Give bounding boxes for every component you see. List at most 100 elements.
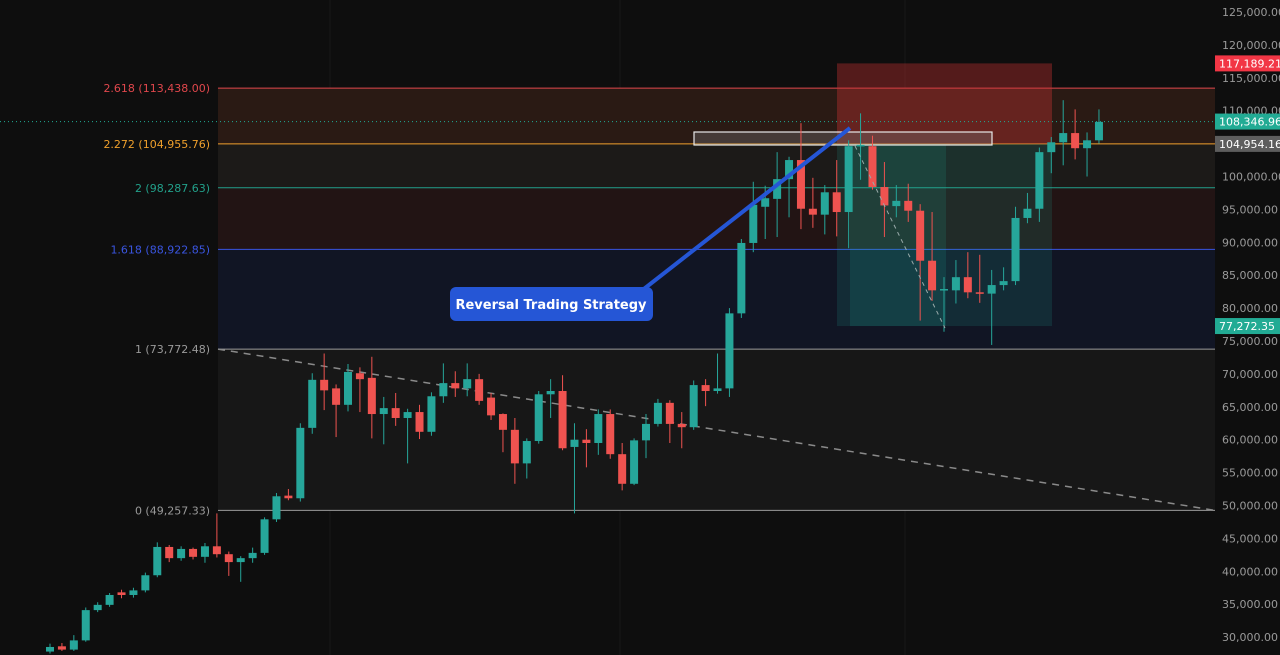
candle-body	[606, 414, 615, 455]
candle-body	[856, 144, 865, 147]
fib-level-label: 0 (49,257.33)	[135, 504, 210, 517]
fib-level-label: 2.618 (113,438.00)	[103, 82, 210, 95]
candle	[570, 423, 579, 514]
price-badge-label: 104,954.16	[1219, 138, 1280, 151]
fib-level-label: 2 (98,287.63)	[135, 182, 210, 195]
candle-body	[1059, 133, 1068, 143]
candle	[987, 269, 996, 345]
candle-body	[117, 592, 126, 595]
candle-body	[165, 546, 174, 559]
price-axis-tick: 40,000.00	[1222, 565, 1278, 578]
candle-body	[189, 548, 198, 557]
candle-body	[439, 383, 448, 397]
fib-zone	[218, 88, 1215, 144]
candle	[487, 392, 496, 420]
candle-body	[403, 412, 412, 418]
price-axis-tick: 100,000.00	[1222, 171, 1280, 184]
candle	[677, 412, 686, 449]
candle-body	[236, 558, 245, 563]
candle-body	[105, 594, 114, 605]
candle-body	[141, 575, 150, 591]
price-badge	[1215, 55, 1280, 72]
candle	[1011, 206, 1020, 286]
candle-body	[308, 379, 317, 428]
candle	[963, 252, 972, 299]
price-axis-tick: 125,000.00	[1222, 6, 1280, 19]
candle	[379, 396, 388, 445]
price-axis-tick: 70,000.00	[1222, 368, 1278, 381]
candle	[200, 543, 209, 563]
candle	[725, 308, 734, 397]
candle-body	[832, 192, 841, 213]
candle	[630, 438, 639, 486]
candle	[189, 547, 198, 560]
candle-body	[618, 454, 627, 484]
candle-body	[999, 281, 1008, 286]
candle-body	[81, 610, 90, 641]
candle	[558, 375, 567, 451]
candle	[57, 643, 66, 651]
candle	[367, 356, 376, 439]
candle-body	[785, 160, 794, 180]
candle	[773, 152, 782, 238]
candle-body	[677, 423, 686, 428]
candle-body	[1047, 142, 1056, 153]
overlays[interactable]: Reversal Trading Strategy	[450, 126, 946, 329]
fib-zone	[218, 249, 1215, 350]
candle	[951, 260, 960, 304]
candle-body	[129, 590, 138, 595]
callout-text: Reversal Trading Strategy	[455, 298, 647, 313]
candle	[916, 204, 925, 321]
candle-body	[284, 495, 293, 499]
candle	[665, 400, 674, 443]
price-axis-tick: 90,000.00	[1222, 236, 1278, 249]
candle-body	[415, 412, 424, 432]
callout-box[interactable]	[450, 287, 653, 321]
candle-body	[260, 519, 269, 553]
fib-level-label: 2.272 (104,955.76)	[103, 138, 210, 151]
price-axis-tick: 80,000.00	[1222, 302, 1278, 315]
candle	[427, 392, 436, 436]
candle-body	[820, 192, 829, 215]
candle	[46, 643, 54, 654]
candle-body	[558, 391, 567, 449]
candle-body	[379, 408, 388, 415]
candle-body	[725, 313, 734, 389]
candle-body	[582, 439, 591, 443]
candles	[46, 100, 1103, 654]
candle	[1059, 100, 1068, 166]
price-badge-label: 117,189.21	[1219, 57, 1280, 70]
candle-body	[177, 548, 186, 559]
candle-body	[487, 397, 496, 416]
stop-loss-zone[interactable]	[837, 63, 1052, 144]
candle	[498, 413, 507, 453]
candle-body	[1023, 208, 1032, 218]
fibonacci-extension[interactable]: 2.618 (113,438.00) 2.272 (104,955.76) 2 (9…	[103, 0, 1215, 655]
candle	[236, 556, 245, 582]
candle-body	[248, 552, 257, 559]
candle-body	[928, 260, 937, 291]
candle-body	[93, 604, 102, 611]
price-axis[interactable]: 125,000.00120,000.00115,000.00110,000.00…	[1215, 0, 1280, 655]
candle	[785, 156, 794, 218]
candle	[81, 607, 90, 642]
candle-body	[200, 546, 209, 557]
price-axis-tick: 120,000.00	[1222, 39, 1280, 52]
candle-body	[69, 640, 78, 650]
candle	[439, 363, 448, 403]
candle-body	[1011, 217, 1020, 282]
candle-body	[808, 208, 817, 215]
candle	[165, 544, 174, 563]
candle	[296, 423, 305, 502]
price-badge-label: 77,272.35	[1219, 320, 1275, 333]
candle	[260, 517, 269, 555]
callout-pointer	[638, 126, 852, 294]
candle-body	[701, 385, 710, 392]
candle	[153, 542, 162, 578]
candle	[844, 140, 853, 249]
fib-zone	[218, 187, 1215, 250]
profit-progress-zone	[850, 143, 946, 327]
candle-body	[546, 391, 555, 395]
candle	[415, 404, 424, 440]
